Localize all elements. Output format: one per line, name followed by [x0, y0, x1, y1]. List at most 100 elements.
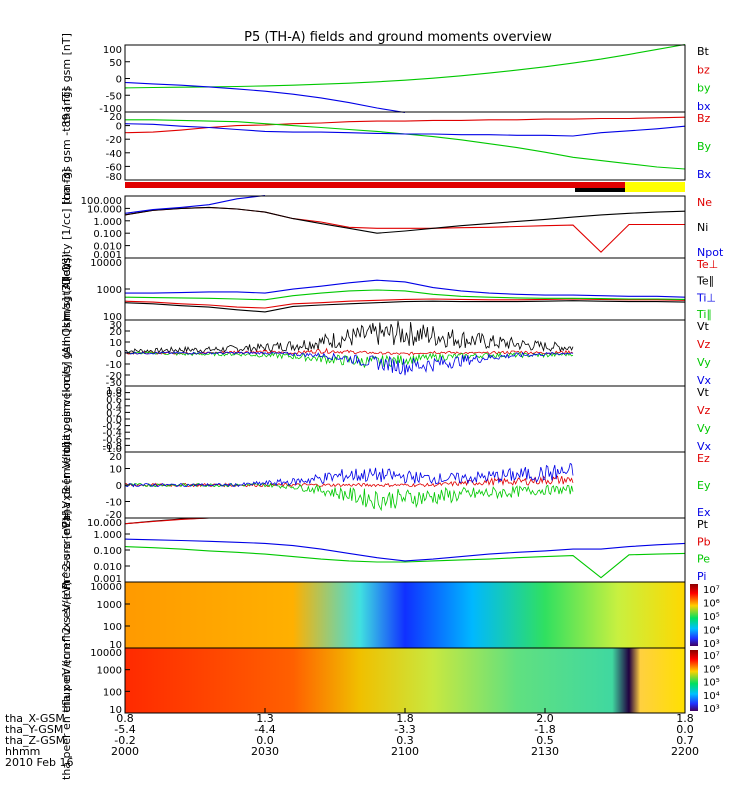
footer-x-value: 0.8: [116, 712, 134, 725]
y-tick-label: 10000: [90, 258, 122, 269]
footer-value: 0.0: [676, 723, 694, 736]
y-tick-label: 1.0: [106, 386, 122, 397]
footer-value: -3.3: [394, 723, 415, 736]
y-axis-label: tha fgs gsm [nT]: [60, 33, 73, 124]
y-tick-label: 0.001: [93, 574, 122, 585]
chart-title: P5 (TH-A) fields and ground moments over…: [244, 30, 552, 45]
series-Ez: [124, 475, 574, 488]
footer-value: 0.7: [676, 734, 694, 747]
y-tick-label: 0: [116, 75, 122, 86]
y-tick-label: 100: [103, 687, 122, 698]
footer-value: 2100: [391, 745, 419, 758]
y-tick-label: 10: [109, 465, 122, 476]
y-tick-label: 0.2: [106, 408, 122, 419]
series-Bx: [124, 123, 686, 137]
y-tick-label: -40: [106, 149, 122, 160]
y-tick-label: 10: [109, 705, 122, 716]
footer-value: 0.3: [396, 734, 414, 747]
y-tick-label: -10: [106, 498, 122, 509]
y-tick-label: -60: [106, 162, 122, 173]
colorbar-tick: 10⁶: [703, 664, 720, 675]
legend-Pb: Pb: [697, 535, 711, 548]
y-tick-label: -20: [106, 510, 122, 521]
colorbar-tick: 10⁷: [703, 651, 720, 662]
legend-Ti⊥: Ti⊥: [696, 291, 716, 304]
series-Ti∥: [124, 289, 686, 301]
footer-x-value: 2.0: [536, 712, 554, 725]
footer-value: 0.5: [536, 734, 554, 747]
colorbar-tick: 10⁶: [703, 599, 720, 610]
footer-value: 2030: [251, 745, 279, 758]
footer-x-value: 1.8: [676, 712, 694, 725]
y-tick-label: 100: [103, 45, 122, 56]
series-Vt: [124, 320, 574, 354]
legend-bx: bx: [697, 100, 711, 113]
y-tick-label: -0.8: [102, 441, 122, 452]
legend-Bt: Bt: [697, 45, 710, 58]
footer-row-label: tha_Y-GSM: [5, 723, 63, 736]
series-by: [124, 43, 686, 89]
series-Vz: [124, 347, 574, 356]
legend-Ez: Ez: [697, 452, 710, 465]
series-Pb: [124, 517, 210, 525]
panel-frame: [124, 111, 686, 181]
y-axis-label: tha fgs gsm -t89 [nT]: [60, 88, 73, 205]
y-axis-label: magt3 [eV]: [60, 258, 73, 320]
legend-Ti∥: Ti∥: [696, 308, 712, 321]
series-Ne: [124, 206, 685, 253]
y-axis-label: tha peer en eflux eV/(cm^2-s-sr-eV): [60, 581, 73, 780]
legend-By: By: [697, 140, 712, 153]
y-tick-label: 1000: [97, 600, 122, 611]
y-tick-label: -20: [106, 371, 122, 382]
legend-Vt: Vt: [697, 320, 710, 333]
legend-Pe: Pe: [697, 553, 710, 566]
y-tick-label: -100: [99, 104, 122, 115]
legend-Vx: Vx: [697, 440, 712, 453]
y-tick-label: 0: [116, 349, 122, 360]
footer-value: -0.2: [114, 734, 135, 747]
legend-Ey: Ey: [697, 479, 711, 492]
legend-Vy: Vy: [697, 356, 711, 369]
y-tick-label: 1000: [97, 666, 122, 677]
y-tick-label: 100: [103, 312, 122, 323]
footer-top-row: 0.8 1.3 1.8 2.0 1.8: [116, 712, 694, 725]
legend-Bx: Bx: [697, 168, 712, 181]
y-tick-label: 0.100: [93, 546, 122, 557]
series-Te⊥: [124, 298, 686, 309]
y-tick-label: 10000: [90, 582, 122, 593]
panel-1: 100 50 0 -50 -100 tha fgs gsm [nT]: [60, 33, 686, 124]
y-tick-label: 20: [109, 112, 122, 123]
y-tick-label: -20: [106, 135, 122, 146]
y-tick-label: 10.000: [87, 518, 122, 529]
colorbar-2: [690, 650, 698, 711]
panel-frame: [124, 385, 686, 453]
legend-Npot: Npot: [697, 246, 724, 259]
y-axis-label: Density [1/cc] [cm-3]: [60, 169, 73, 286]
y-tick-label: 100: [103, 622, 122, 633]
y-tick-label: 1.000: [93, 530, 122, 541]
series-Vy: [124, 351, 574, 369]
colorbar-tick: 10⁴: [703, 691, 720, 702]
footer-date: 2010 Feb 16: [5, 756, 73, 769]
series-Ni: [124, 206, 686, 234]
series-Ey: [124, 482, 574, 512]
y-tick-label: 0.8: [106, 389, 122, 400]
y-axis-label: E=-VxB [mV/m]: [60, 442, 73, 528]
y-tick-label: 50: [109, 58, 122, 69]
legend-Vy: Vy: [697, 422, 711, 435]
legend-Vz: Vz: [697, 404, 711, 417]
y-axis-label: tha peir velocity gsm [km/s] (All Qs): [60, 254, 73, 452]
series-Ex: [124, 462, 574, 488]
y-tick-label: 0.4: [106, 402, 122, 413]
status-bar-yellow: [625, 182, 685, 192]
panel-frame: [124, 257, 686, 321]
series-Te∥: [124, 300, 686, 313]
panel-2: 200 -20 -40 -60-80 tha fgs gsm -t89 [nT]: [60, 88, 686, 205]
colorbar-tick: 10⁵: [703, 678, 720, 689]
series-Ti⊥: [125, 279, 686, 298]
legend-Ex: Ex: [697, 506, 711, 519]
panel-9: 10⁷ 10⁶ 10⁵ 10⁴ 10³ 10000 1000 100 10 tha peir en…: [60, 517, 720, 712]
footer-value: 2200: [671, 745, 699, 758]
